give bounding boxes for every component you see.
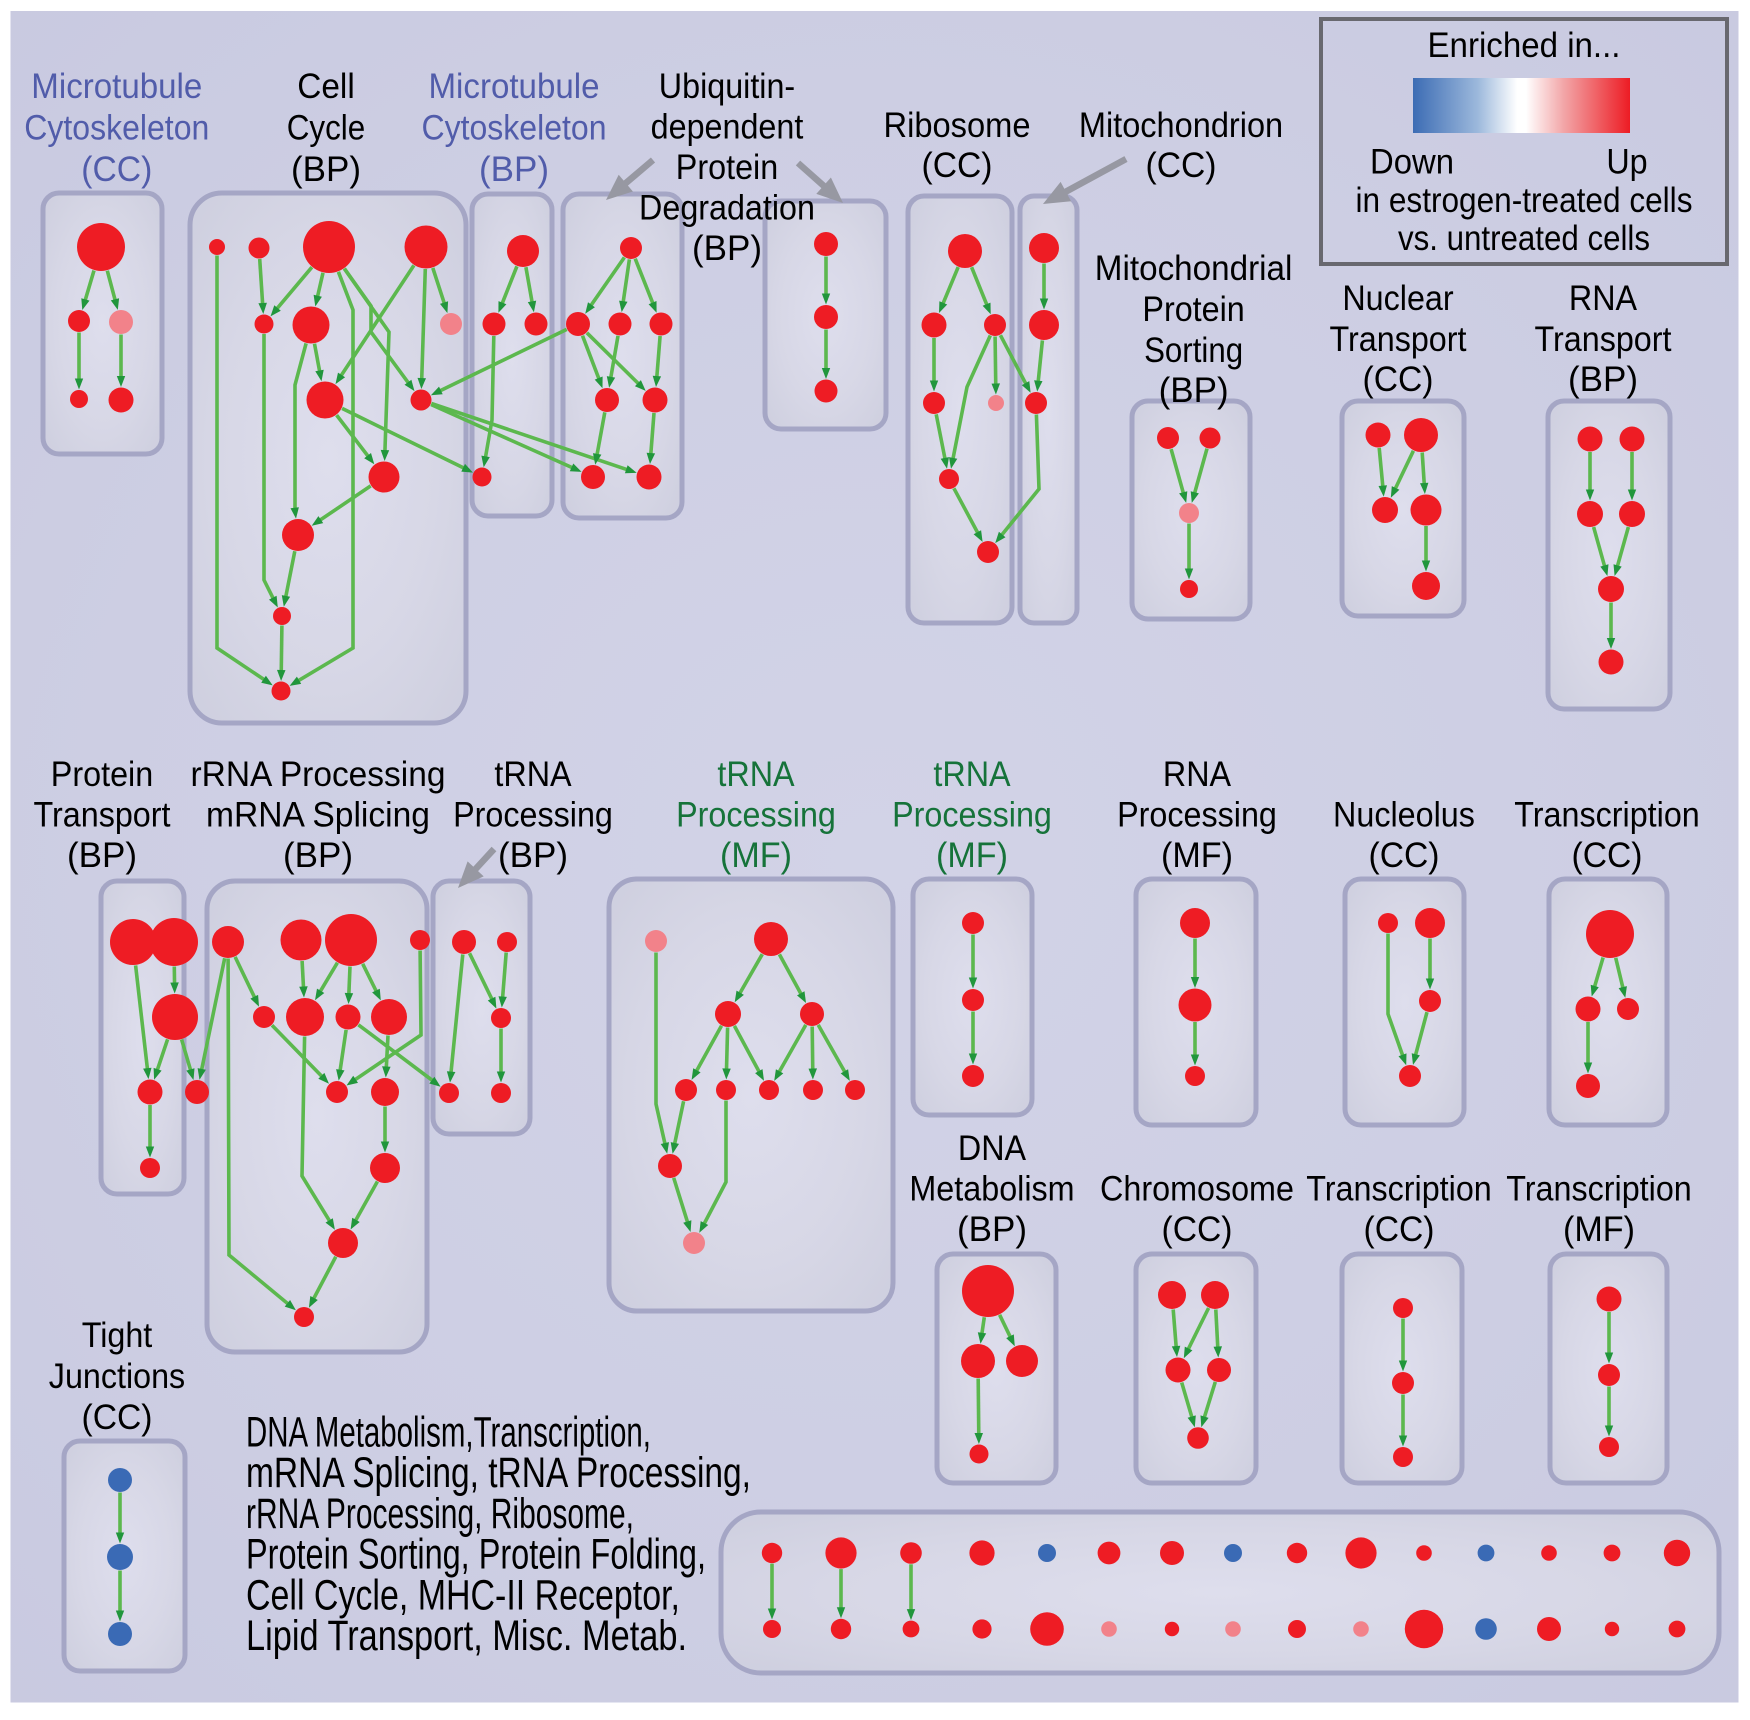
svg-text:DNA: DNA: [958, 1129, 1027, 1168]
svg-text:Protein: Protein: [1142, 290, 1244, 329]
svg-text:Transport: Transport: [1330, 320, 1467, 359]
svg-text:vs. untreated cells: vs. untreated cells: [1398, 219, 1650, 258]
svg-text:(BP): (BP): [479, 150, 549, 189]
svg-text:(CC): (CC): [81, 150, 152, 189]
svg-text:Processing: Processing: [892, 796, 1052, 835]
svg-text:mRNA Splicing: mRNA Splicing: [206, 796, 430, 835]
svg-text:(BP): (BP): [498, 836, 568, 875]
svg-text:(MF): (MF): [1161, 836, 1233, 875]
svg-text:Processing: Processing: [453, 796, 613, 835]
svg-text:in estrogen-treated cells: in estrogen-treated cells: [1356, 181, 1693, 220]
svg-text:tRNA: tRNA: [494, 755, 572, 794]
svg-text:(MF): (MF): [936, 836, 1008, 875]
svg-text:(BP): (BP): [283, 836, 353, 875]
svg-text:Sorting: Sorting: [1144, 331, 1243, 370]
svg-text:Mitochondrial: Mitochondrial: [1095, 249, 1293, 288]
svg-text:(MF): (MF): [720, 836, 792, 875]
svg-text:Chromosome: Chromosome: [1100, 1170, 1294, 1209]
svg-text:Protein Sorting, Protein Foldi: Protein Sorting, Protein Folding,: [246, 1531, 706, 1579]
svg-text:Transport: Transport: [34, 796, 171, 835]
svg-text:Transcription: Transcription: [1306, 1170, 1492, 1209]
svg-text:Cytoskeleton: Cytoskeleton: [24, 109, 209, 148]
svg-text:Nuclear: Nuclear: [1342, 279, 1454, 318]
svg-text:(BP): (BP): [1159, 371, 1229, 410]
svg-text:(BP): (BP): [291, 150, 361, 189]
svg-text:Metabolism: Metabolism: [909, 1170, 1074, 1209]
svg-text:tRNA: tRNA: [933, 755, 1011, 794]
svg-text:Mitochondrion: Mitochondrion: [1079, 106, 1283, 145]
svg-text:Tight: Tight: [82, 1316, 153, 1355]
svg-text:Protein: Protein: [51, 755, 153, 794]
svg-text:(CC): (CC): [1364, 1210, 1435, 1249]
svg-text:(CC): (CC): [922, 146, 993, 185]
svg-text:(CC): (CC): [1162, 1210, 1233, 1249]
svg-text:Protein: Protein: [676, 148, 778, 187]
svg-text:Up: Up: [1606, 143, 1647, 182]
svg-text:dependent: dependent: [651, 108, 804, 147]
svg-text:(BP): (BP): [1568, 360, 1638, 399]
svg-text:(BP): (BP): [692, 229, 762, 268]
svg-text:(CC): (CC): [1572, 836, 1643, 875]
svg-text:mRNA Splicing, tRNA Processing: mRNA Splicing, tRNA Processing,: [246, 1449, 751, 1497]
svg-text:Cell Cycle, MHC-II Receptor,: Cell Cycle, MHC-II Receptor,: [246, 1571, 680, 1619]
svg-text:Transport: Transport: [1535, 320, 1672, 359]
svg-text:(CC): (CC): [1369, 836, 1440, 875]
svg-text:Processing: Processing: [676, 796, 836, 835]
svg-text:(BP): (BP): [957, 1210, 1027, 1249]
svg-text:Enriched in...: Enriched in...: [1428, 26, 1621, 65]
svg-text:Microtubule: Microtubule: [429, 67, 600, 106]
svg-text:Down: Down: [1370, 143, 1454, 182]
svg-text:Nucleolus: Nucleolus: [1333, 796, 1475, 835]
svg-text:Cell: Cell: [297, 67, 355, 106]
svg-text:Ribosome: Ribosome: [884, 106, 1031, 145]
svg-text:Degradation: Degradation: [639, 189, 815, 228]
svg-text:(CC): (CC): [1146, 146, 1217, 185]
svg-text:DNA Metabolism,Transcription,: DNA Metabolism,Transcription,: [246, 1409, 651, 1457]
svg-text:Cytoskeleton: Cytoskeleton: [422, 109, 607, 148]
svg-text:RNA: RNA: [1163, 755, 1232, 794]
svg-text:Transcription: Transcription: [1514, 796, 1700, 835]
svg-text:(BP): (BP): [67, 836, 137, 875]
svg-text:(CC): (CC): [1363, 360, 1434, 399]
svg-text:Ubiquitin-: Ubiquitin-: [659, 67, 795, 106]
svg-text:(CC): (CC): [82, 1398, 153, 1437]
svg-text:tRNA: tRNA: [717, 755, 795, 794]
svg-text:rRNA Processing, Ribosome,: rRNA Processing, Ribosome,: [246, 1490, 634, 1538]
svg-text:RNA: RNA: [1569, 279, 1638, 318]
svg-text:rRNA Processing: rRNA Processing: [191, 755, 446, 794]
svg-text:Processing: Processing: [1117, 796, 1277, 835]
svg-text:Cycle: Cycle: [287, 109, 366, 148]
svg-text:Junctions: Junctions: [49, 1357, 185, 1396]
svg-text:Microtubule: Microtubule: [31, 67, 202, 106]
svg-text:(MF): (MF): [1563, 1210, 1635, 1249]
svg-text:Transcription: Transcription: [1506, 1170, 1692, 1209]
svg-text:Lipid Transport, Misc. Metab.: Lipid Transport, Misc. Metab.: [246, 1612, 687, 1660]
